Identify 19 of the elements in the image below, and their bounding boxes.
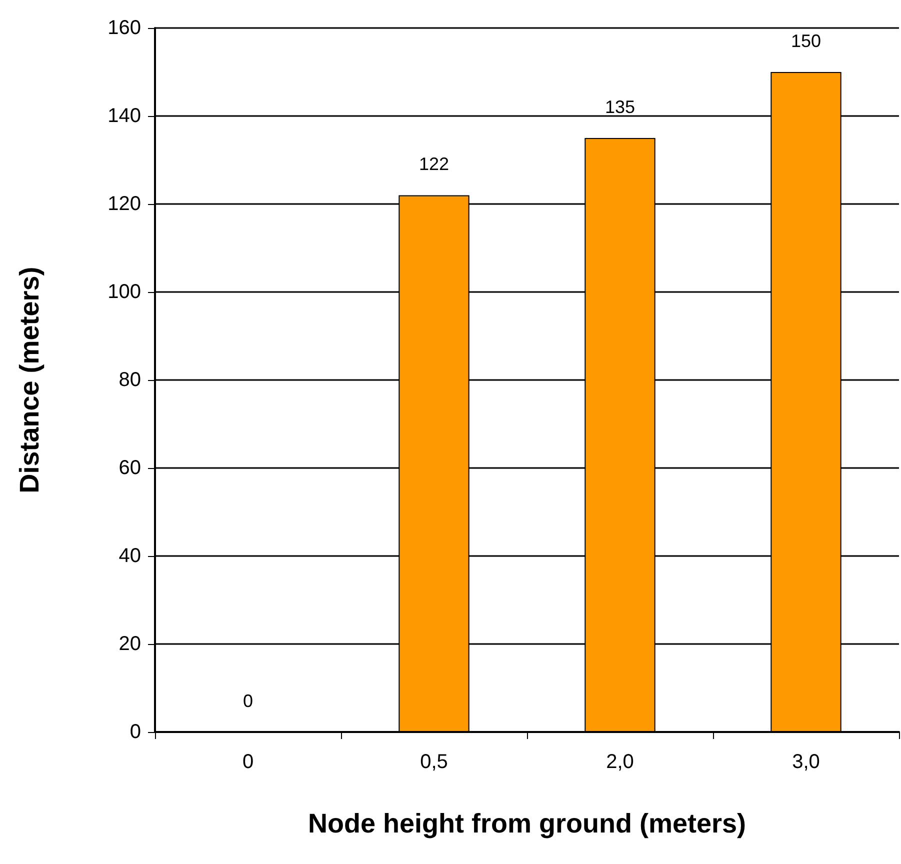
data-label: 150 (790, 31, 822, 51)
data-label: 0 (242, 691, 254, 711)
y-tick-label: 160 (108, 17, 141, 39)
y-tick-label: 40 (118, 545, 141, 567)
data-label: 135 (604, 97, 636, 117)
x-tick-label: 0 (242, 751, 254, 773)
data-label: 122 (418, 154, 450, 174)
y-tick-label: 120 (108, 193, 141, 215)
y-axis-title: Distance (meters) (14, 266, 44, 494)
y-tick-label: 60 (118, 457, 141, 479)
y-tick-label: 20 (118, 633, 141, 655)
y-tick-label: 140 (108, 105, 141, 127)
x-tick-label: 0,5 (420, 751, 448, 773)
x-axis-title: Node height from ground (meters) (308, 808, 746, 838)
y-tick-label: 0 (130, 721, 141, 743)
y-tick-label: 80 (118, 369, 141, 391)
x-tick-label: 2,0 (606, 751, 634, 773)
y-tick-label: 100 (108, 281, 141, 303)
x-tick-label: 3,0 (792, 751, 820, 773)
